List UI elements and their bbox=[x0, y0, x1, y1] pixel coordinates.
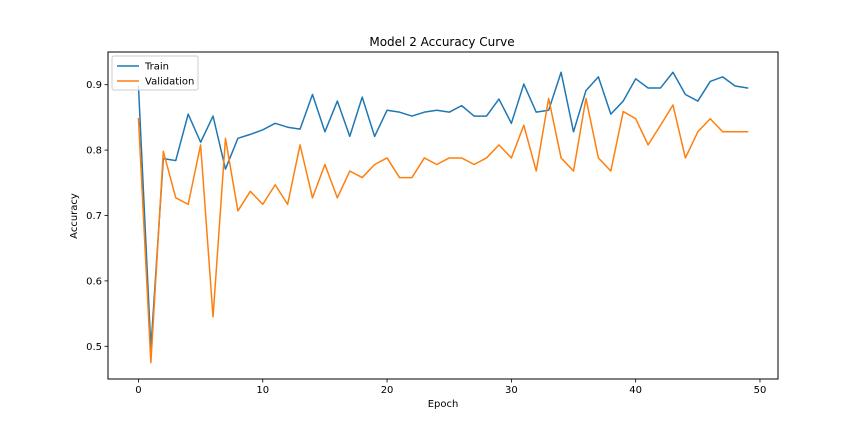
chart-title: Model 2 Accuracy Curve bbox=[369, 35, 514, 49]
x-tick-label: 50 bbox=[754, 385, 767, 396]
legend-label-train: Train bbox=[144, 62, 169, 73]
y-tick-label: 0.5 bbox=[86, 342, 102, 353]
y-tick-label: 0.7 bbox=[86, 211, 102, 222]
y-tick-label: 0.9 bbox=[86, 80, 102, 91]
y-tick-label: 0.6 bbox=[86, 276, 102, 287]
legend-label-validation: Validation bbox=[145, 77, 194, 88]
y-axis-label: Accuracy bbox=[69, 193, 80, 239]
legend: Train Validation bbox=[112, 56, 198, 90]
x-tick-label: 20 bbox=[381, 385, 394, 396]
x-tick-label: 30 bbox=[505, 385, 518, 396]
x-tick-label: 40 bbox=[629, 385, 642, 396]
x-axis-label: Epoch bbox=[428, 399, 459, 410]
y-tick-label: 0.8 bbox=[86, 146, 102, 157]
x-tick-label: 10 bbox=[256, 385, 269, 396]
x-tick-label: 0 bbox=[135, 385, 141, 396]
